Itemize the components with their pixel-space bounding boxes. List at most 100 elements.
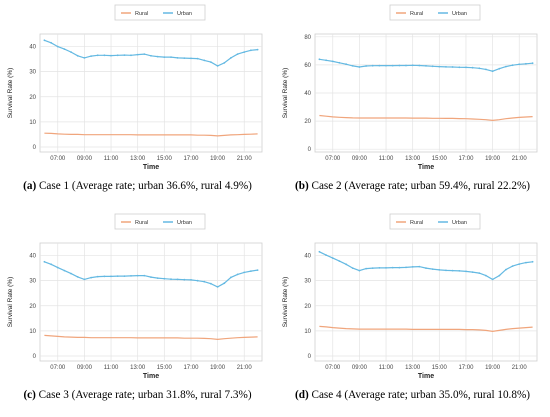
legend-box bbox=[389, 213, 481, 230]
data-point bbox=[110, 275, 112, 278]
data-point bbox=[505, 268, 507, 271]
x-axis-title: Time bbox=[418, 164, 434, 171]
data-point bbox=[485, 274, 487, 277]
data-point bbox=[150, 276, 152, 278]
data-point bbox=[345, 263, 347, 266]
x-tick-label: 13:00 bbox=[405, 365, 421, 371]
data-point bbox=[391, 64, 394, 67]
plot-area bbox=[39, 242, 263, 362]
x-tick-label: 19:00 bbox=[485, 156, 501, 162]
data-point bbox=[471, 66, 474, 69]
data-point bbox=[203, 59, 206, 62]
data-point bbox=[123, 275, 126, 277]
data-point bbox=[398, 64, 401, 67]
legend-box bbox=[114, 4, 206, 21]
data-point bbox=[365, 267, 367, 270]
data-point bbox=[465, 270, 467, 273]
data-point bbox=[70, 51, 72, 53]
data-point bbox=[183, 57, 186, 59]
legend: Rural Urban bbox=[114, 213, 206, 230]
data-point bbox=[96, 54, 99, 57]
data-point bbox=[331, 60, 334, 63]
x-tick-label: 11:00 bbox=[104, 156, 119, 162]
data-point bbox=[358, 66, 361, 68]
x-tick-label: 17:00 bbox=[183, 156, 199, 162]
chart-case-1: Rural Urban 0 10 20 30 40 07:00 09:00 11:00 13:00 1… bbox=[7, 4, 263, 171]
data-point bbox=[243, 271, 246, 274]
y-tick-label: 20 bbox=[304, 119, 311, 125]
y-tick-label: 20 bbox=[29, 95, 36, 101]
data-point bbox=[216, 65, 219, 67]
panel-case-3: Rural Urban 0 10 20 30 40 07:00 09:00 11:00 13:00 1… bbox=[0, 209, 275, 417]
data-point bbox=[83, 278, 86, 281]
data-point bbox=[256, 48, 259, 51]
y-axis-title: Survival Rate (%) bbox=[7, 68, 14, 119]
data-point bbox=[63, 48, 66, 50]
data-point bbox=[385, 267, 387, 269]
caption-text: Case 3 (Average rate; urban 31.8%, rural… bbox=[35, 389, 252, 401]
data-point bbox=[425, 65, 427, 67]
caption-letter: (c) bbox=[23, 389, 36, 401]
data-point bbox=[190, 279, 192, 281]
y-tick-label: 40 bbox=[29, 45, 36, 51]
data-point bbox=[451, 269, 454, 272]
x-tick-label: 09:00 bbox=[352, 365, 368, 371]
legend-label-urban: Urban bbox=[452, 11, 467, 17]
y-tick-label: 10 bbox=[304, 329, 311, 335]
series-urban bbox=[318, 58, 534, 73]
data-point bbox=[236, 273, 239, 276]
data-point bbox=[438, 269, 441, 271]
data-point bbox=[50, 41, 52, 44]
series-line-rural bbox=[319, 114, 533, 122]
data-point bbox=[43, 260, 46, 263]
data-point bbox=[331, 257, 334, 259]
legend-box bbox=[389, 4, 481, 21]
data-point bbox=[438, 65, 441, 68]
legend-label-urban: Urban bbox=[177, 11, 192, 17]
data-point bbox=[525, 62, 527, 65]
y-tick-label: 10 bbox=[29, 120, 36, 126]
y-tick-label: 40 bbox=[304, 254, 311, 260]
data-point bbox=[391, 266, 394, 269]
data-point bbox=[70, 272, 72, 275]
data-point bbox=[256, 269, 259, 271]
data-point bbox=[56, 45, 59, 48]
data-point bbox=[325, 254, 327, 256]
y-tick-label: 30 bbox=[29, 70, 36, 76]
data-point bbox=[318, 250, 321, 253]
data-point bbox=[196, 279, 199, 282]
plot-area bbox=[39, 33, 263, 153]
y-tick-label: 40 bbox=[29, 254, 36, 260]
data-point bbox=[505, 65, 507, 68]
x-axis-title: Time bbox=[143, 373, 159, 380]
legend-label-urban: Urban bbox=[452, 220, 467, 226]
x-tick-label: 19:00 bbox=[210, 156, 226, 162]
data-point bbox=[471, 271, 474, 273]
legend: Rural Urban bbox=[114, 4, 206, 21]
data-point bbox=[445, 66, 447, 68]
x-tick-label: 17:00 bbox=[458, 156, 474, 162]
data-point bbox=[250, 270, 252, 272]
legend: Rural Urban bbox=[389, 213, 481, 230]
data-point bbox=[103, 54, 106, 57]
y-tick-label: 20 bbox=[29, 304, 36, 310]
data-point bbox=[365, 65, 367, 67]
data-point bbox=[371, 267, 374, 269]
data-point bbox=[210, 282, 212, 285]
data-point bbox=[498, 67, 501, 70]
data-point bbox=[50, 263, 52, 266]
data-point bbox=[170, 56, 172, 58]
data-point bbox=[143, 274, 146, 277]
x-tick-label: 11:00 bbox=[379, 156, 394, 162]
chart-case-2: Rural Urban 0 20 40 60 80 07:00 09:00 11:00 13:00 1… bbox=[282, 4, 538, 171]
chart-case-3: Rural Urban 0 10 20 30 40 07:00 09:00 11:00 13:00 1… bbox=[7, 213, 263, 380]
data-point bbox=[511, 265, 514, 267]
data-point bbox=[223, 282, 226, 285]
series-urban bbox=[318, 250, 534, 281]
data-point bbox=[458, 66, 461, 69]
y-tick-label: 80 bbox=[304, 35, 311, 41]
data-point bbox=[405, 64, 407, 67]
data-point bbox=[150, 54, 152, 57]
data-point bbox=[63, 269, 66, 272]
caption-text: Case 4 (Average rate; urban 35.0%, rural… bbox=[308, 389, 530, 401]
